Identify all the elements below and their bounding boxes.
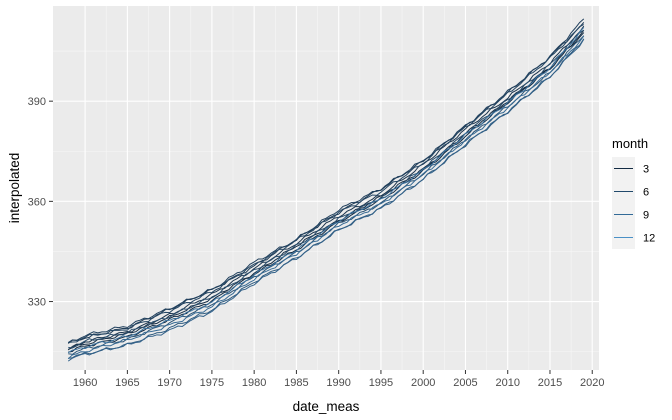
x-tick-label: 1975 <box>200 377 224 389</box>
legend-label: 6 <box>643 187 649 199</box>
series-line-month-7 <box>68 29 585 349</box>
y-axis-title: interpolated <box>7 153 22 224</box>
series-line-month-8 <box>68 35 585 355</box>
legend: month 3 6 9 12 <box>612 136 655 249</box>
legend-label: 3 <box>643 164 649 176</box>
series-line-month-10 <box>67 38 585 362</box>
x-tick-label: 2015 <box>538 377 562 389</box>
x-tick-label: 2005 <box>453 377 477 389</box>
x-tick-label: 2020 <box>580 377 604 389</box>
x-tick-label: 1970 <box>157 377 181 389</box>
x-tick-label: 1985 <box>284 377 308 389</box>
y-tick-label: 330 <box>28 297 46 309</box>
x-tick-label: 1995 <box>369 377 393 389</box>
series-line-month-6 <box>68 24 585 343</box>
series-line-month-5 <box>67 18 585 343</box>
legend-label: 12 <box>643 233 655 245</box>
legend-label: 9 <box>643 210 649 222</box>
x-tick-label: 1965 <box>115 377 139 389</box>
series-line-month-3 <box>67 25 585 351</box>
x-axis-title: date_meas <box>293 399 360 414</box>
series-line-month-11 <box>67 35 585 360</box>
y-axis: 330 360 390 <box>28 96 53 309</box>
series-lines <box>67 18 585 362</box>
series-line-month-12 <box>67 27 585 354</box>
y-tick-label: 360 <box>28 196 46 208</box>
x-tick-label: 2000 <box>411 377 435 389</box>
y-tick-label: 390 <box>28 96 46 108</box>
x-tick-label: 1990 <box>326 377 350 389</box>
legend-title: month <box>612 136 648 151</box>
x-tick-label: 1980 <box>242 377 266 389</box>
major-gridlines <box>53 6 599 370</box>
x-axis: 1960 1965 1970 1975 1980 1985 1990 1995 2000 2005… <box>73 370 604 389</box>
series-line-month-1 <box>68 32 585 353</box>
x-tick-label: 1960 <box>73 377 97 389</box>
x-tick-label: 2010 <box>495 377 519 389</box>
panel-background <box>53 6 599 370</box>
